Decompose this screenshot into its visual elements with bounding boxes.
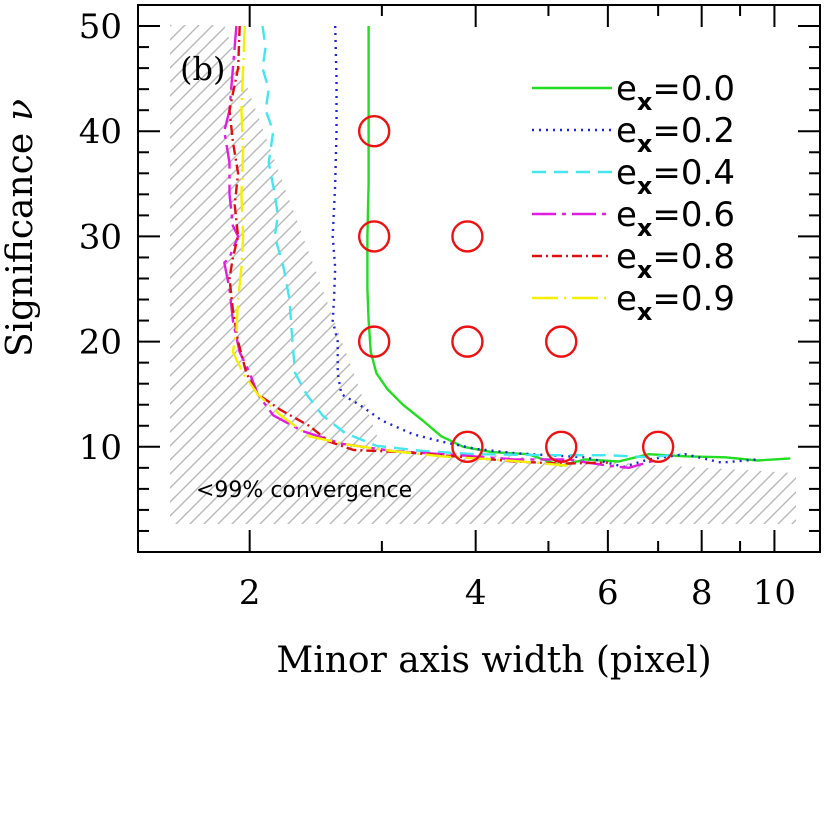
marker-circle <box>357 325 391 358</box>
x-tick-label: 2 <box>239 573 261 613</box>
legend-label-main: e <box>616 153 637 193</box>
legend-label-5: ex=0.9 <box>616 279 735 326</box>
y-tick-label: 40 <box>79 112 122 152</box>
legend-label-value: =0.9 <box>652 279 735 319</box>
y-tick-label: 20 <box>79 323 122 363</box>
series-line-5 <box>231 25 568 467</box>
marker-circle <box>357 220 391 253</box>
marker-circle <box>357 115 391 148</box>
y-tick-label: 50 <box>79 7 122 47</box>
legend-label-main: e <box>616 111 637 151</box>
legend-label-main: e <box>616 69 637 109</box>
series-layer <box>223 25 791 469</box>
legend-label-sub: x <box>637 256 653 284</box>
x-tick-label: 10 <box>753 573 796 613</box>
legend-label-value: =0.6 <box>652 195 735 235</box>
legend-label-value: =0.4 <box>652 153 735 193</box>
legend-label-sub: x <box>637 130 653 158</box>
marker-circle <box>545 325 578 358</box>
marker-circle <box>451 220 484 253</box>
y-axis-title-symbol: ν <box>0 99 41 121</box>
marker-circle <box>545 430 578 464</box>
x-tick-label: 4 <box>465 573 487 613</box>
x-tick-label: 8 <box>691 573 713 613</box>
marker-circle <box>451 430 484 464</box>
tick-layer: 2 4 6 8 10 10 20 30 40 50 <box>79 5 820 613</box>
panel-label: (b) <box>180 50 225 88</box>
series-line-2 <box>261 25 681 459</box>
legend: ex=0.0ex=0.2ex=0.4ex=0.6ex=0.8ex=0.9 <box>532 69 735 326</box>
convergence-shaded-region <box>170 25 796 524</box>
marker-circle <box>451 325 484 358</box>
shaded-region-annotation: <99% convergence <box>196 478 412 503</box>
legend-label-main: e <box>616 195 637 235</box>
marker-layer <box>357 115 675 464</box>
y-tick-label: 10 <box>79 428 122 468</box>
legend-label-sub: x <box>637 298 653 326</box>
series-line-0 <box>366 26 791 467</box>
legend-label-sub: x <box>637 214 653 242</box>
x-axis-title: Minor axis width (pixel) <box>276 640 711 681</box>
y-axis-title-text: Significance <box>0 133 41 357</box>
legend-label-main: e <box>616 237 637 277</box>
legend-label-sub: x <box>637 88 653 116</box>
legend-label-sub: x <box>637 172 653 200</box>
x-tick-label: 6 <box>597 573 619 613</box>
legend-label-0: ex=0.0 <box>616 69 735 116</box>
legend-label-value: =0.2 <box>652 111 735 151</box>
legend-label-value: =0.0 <box>652 69 735 109</box>
marker-circle <box>641 430 675 464</box>
legend-label-1: ex=0.2 <box>616 111 735 158</box>
legend-label-value: =0.8 <box>652 237 735 277</box>
y-tick-label: 30 <box>79 217 122 257</box>
legend-label-main: e <box>616 279 637 319</box>
legend-label-4: ex=0.8 <box>616 237 735 284</box>
legend-label-3: ex=0.6 <box>616 195 735 242</box>
y-axis-title: Significance ν <box>0 99 41 357</box>
legend-label-2: ex=0.4 <box>616 153 735 200</box>
